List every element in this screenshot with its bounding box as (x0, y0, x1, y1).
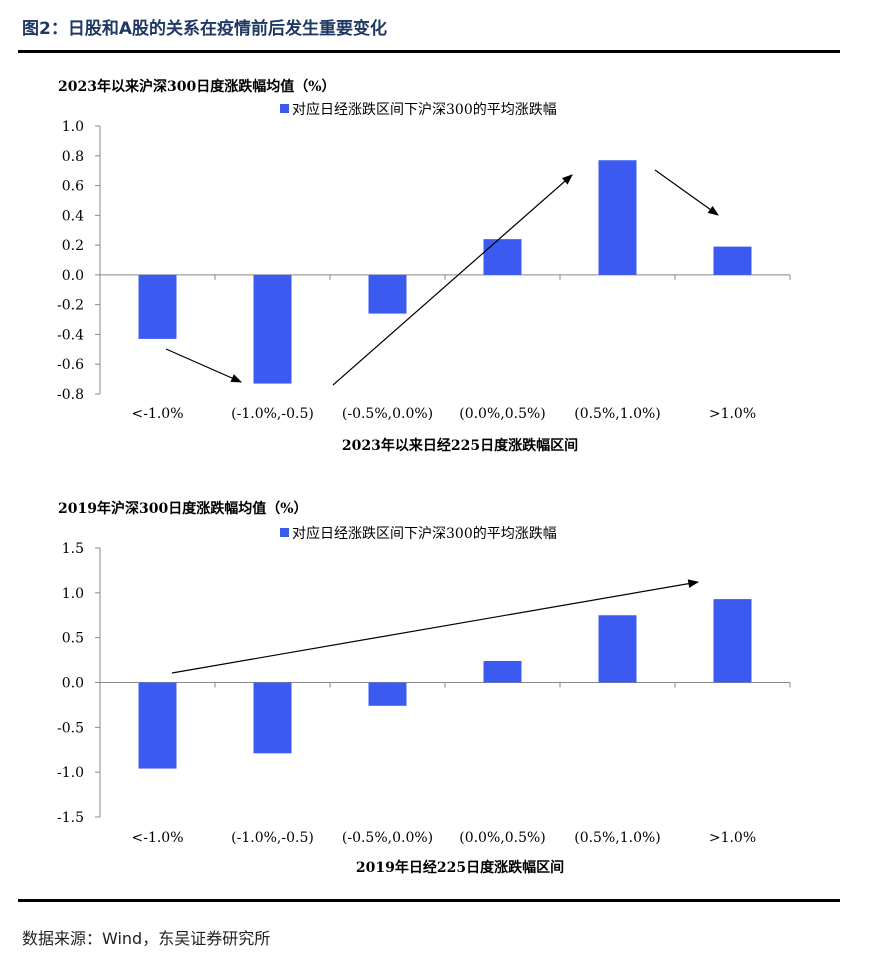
trend-arrow (654, 169, 719, 216)
bar (713, 599, 752, 683)
x-tick-label: >1.0% (709, 830, 756, 846)
y-tick-label: 0.4 (62, 208, 84, 224)
chart2-svg: 1.5 1.0 0.5 0.0 -0.5 -1.0 -1.5 <-1.0% (-1.0%,-0.… (57, 525, 791, 876)
x-tick-label: >1.0% (709, 406, 756, 422)
y-tick-label: 0.8 (62, 149, 84, 165)
trend-arrow (171, 579, 700, 674)
y-tick-label: 0.0 (62, 268, 84, 284)
bar (253, 682, 292, 754)
top-rule (18, 50, 840, 53)
bar (483, 660, 522, 683)
bar (253, 274, 292, 384)
x-tick-label: (0.0%,0.5%) (459, 406, 546, 422)
bar (138, 682, 177, 769)
y-tick-label: 0.0 (62, 676, 84, 692)
bar (598, 615, 637, 683)
x-axis-title: 2023年以来日经225日度涨跌幅区间 (342, 437, 578, 454)
bar (598, 160, 637, 275)
y-tick-label: -1.0 (57, 765, 84, 781)
y-tick-label: 1.0 (62, 586, 84, 602)
y-tick-label: 0.5 (62, 631, 84, 647)
y-tick-label: -1.5 (57, 810, 84, 826)
x-tick-label: (-1.0%,-0.5) (231, 406, 314, 422)
y-tick-label: -0.8 (57, 387, 84, 403)
y-tick-label: -0.2 (57, 298, 84, 314)
trend-arrow (332, 174, 573, 386)
y-tick-label: -0.4 (57, 327, 84, 343)
x-tick-label: (-1.0%,-0.5) (231, 830, 314, 846)
x-axis-title: 2019年日经225日度涨跌幅区间 (356, 859, 564, 876)
x-tick-label: (0.0%,0.5%) (459, 830, 546, 846)
bar (368, 274, 407, 314)
y-tick-label: 1.0 (62, 119, 84, 135)
y-tick-label: 0.2 (62, 238, 84, 254)
chart1-title: 2023年以来沪深300日度涨跌幅均值（%） (58, 79, 336, 95)
bar (483, 239, 522, 275)
legend-swatch (280, 104, 289, 113)
legend-swatch (280, 528, 289, 537)
bar (713, 246, 752, 275)
x-tick-label: (-0.5%,0.0%) (342, 406, 433, 422)
x-tick-label: (0.5%,1.0%) (574, 830, 661, 846)
trend-arrow (165, 348, 242, 383)
source-note: 数据来源：Wind，东吴证券研究所 (22, 929, 271, 948)
x-tick-label: (-0.5%,0.0%) (342, 830, 433, 846)
bar (138, 274, 177, 339)
bar (368, 682, 407, 706)
y-tick-label: -0.5 (57, 720, 84, 736)
chart2-title: 2019年沪深300日度涨跌幅均值（%） (58, 501, 308, 517)
chart1-svg: 1.0 0.8 0.6 0.4 0.2 0.0 -0.2 -0.4 -0.6 -0.8 <-1.0%… (57, 101, 791, 454)
x-tick-label: <-1.0% (131, 830, 183, 846)
y-tick-label: 1.5 (62, 541, 84, 557)
bottom-rule (18, 899, 840, 902)
legend-label: 对应日经涨跌区间下沪深300的平均涨跌幅 (292, 101, 557, 118)
y-tick-label: 0.6 (62, 179, 84, 195)
x-tick-label: (0.5%,1.0%) (574, 406, 661, 422)
legend-label: 对应日经涨跌区间下沪深300的平均涨跌幅 (292, 525, 557, 542)
y-tick-label: -0.6 (57, 357, 84, 373)
x-tick-label: <-1.0% (131, 406, 183, 422)
figure-title: 图2：日股和A股的关系在疫情前后发生重要变化 (22, 19, 387, 39)
